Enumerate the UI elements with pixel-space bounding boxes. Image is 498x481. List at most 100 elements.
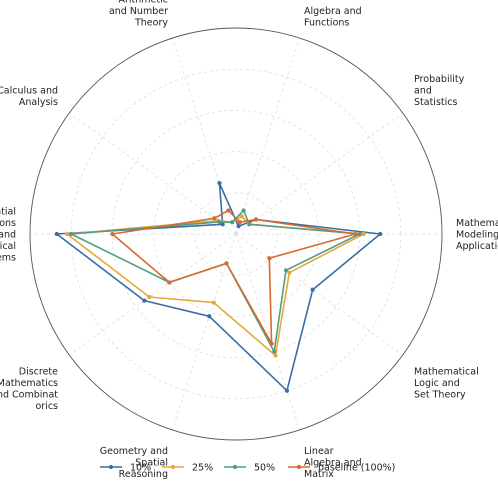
series-1: [64, 214, 366, 358]
category-label-line: Differential: [0, 206, 16, 217]
category-label-line: Arithmetic: [119, 0, 168, 5]
category-label-3: Probability and Statistics: [414, 74, 465, 108]
legend-label-2: 50%: [254, 463, 275, 474]
series-line-2: [70, 209, 361, 353]
category-label-line: and Number: [109, 6, 168, 17]
data-point-3-4: [353, 231, 358, 237]
category-label-line: Logic and: [414, 378, 460, 389]
category-label-4: MathematicalModeling andApplications: [456, 218, 498, 252]
legend-marker-2: [232, 464, 238, 470]
data-point-1-8: [147, 294, 152, 300]
series-0: [54, 180, 383, 393]
category-label-line: Mathematics: [0, 378, 58, 389]
grid-spoke-8: [69, 233, 237, 356]
data-point-0-9: [54, 231, 59, 237]
legend-item-2: 50%: [224, 463, 275, 474]
data-point-3-7: [224, 261, 229, 266]
outer-ring: [29, 27, 443, 441]
data-point-2-3: [247, 222, 252, 227]
data-point-1-4: [361, 231, 366, 237]
data-point-0-5: [310, 287, 315, 292]
category-label-line: Geometry and: [100, 446, 168, 457]
data-point-2-9: [69, 231, 74, 237]
category-label-line: Equations: [0, 218, 16, 229]
category-label-line: Set Theory: [414, 389, 466, 400]
data-point-2-5: [283, 268, 289, 273]
category-label-line: Reasoning: [119, 469, 168, 480]
category-label-2: Algebra and Functions: [304, 6, 362, 29]
grid-spoke-5: [235, 233, 403, 356]
legend-label-0: 10%: [130, 463, 151, 474]
legend-item-3: baseline (100%): [288, 463, 395, 474]
category-label-line: orics: [35, 401, 58, 412]
category-label-line: Probability: [414, 74, 465, 85]
data-point-0-0: [220, 222, 225, 227]
category-label-line: Functions: [304, 17, 349, 28]
data-point-2-4: [357, 231, 362, 237]
category-label-line: Applications: [456, 241, 498, 252]
series-2: [69, 208, 362, 354]
category-label-line: Algebra and: [304, 6, 362, 17]
data-point-2-2: [241, 208, 246, 213]
data-point-0-8: [142, 298, 147, 303]
grid-spoke-2: [235, 37, 301, 235]
legend-marker-1: [170, 464, 176, 470]
legend-item-1: 25%: [162, 463, 213, 474]
grid-ring-1: [194, 192, 278, 276]
data-point-2-6: [272, 349, 277, 354]
category-label-line: Mathematical: [456, 218, 498, 229]
series-3: [110, 208, 358, 346]
category-label-line: Mathematical: [414, 366, 479, 377]
legend-item-0: 10%: [100, 463, 151, 474]
data-point-1-7: [211, 300, 216, 305]
category-label-line: and: [0, 229, 16, 240]
category-label-line: Modeling and: [456, 229, 498, 240]
data-point-1-5: [287, 270, 292, 275]
category-label-line: Statistics: [414, 97, 457, 108]
category-label-9: DifferentialEquationsandDynamicalSystems: [0, 206, 16, 263]
data-point-1-6: [273, 353, 278, 358]
category-label-line: Dynamical: [0, 241, 16, 252]
data-point-3-8: [167, 280, 172, 285]
category-label-line: and Combinat: [0, 389, 58, 400]
category-label-7: Geometry and Spatial Reasoning: [100, 446, 168, 480]
data-point-3-9: [110, 231, 115, 237]
legend: 10% 25% 50% baseline (100%): [100, 463, 395, 474]
legend-marker-0: [108, 464, 114, 470]
grid-spoke-1: [171, 37, 237, 235]
category-label-line: Theory: [134, 17, 168, 28]
series-line-1: [66, 215, 365, 357]
category-label-line: Calculus and: [0, 86, 58, 97]
data-point-3-2: [237, 220, 242, 225]
category-label-line: Discrete: [19, 366, 58, 377]
category-label-5: Mathematical Logic and Set Theory: [414, 366, 479, 400]
category-label-line: Systems: [0, 252, 16, 263]
data-point-3-1: [226, 208, 231, 213]
data-point-0-2: [236, 224, 241, 229]
data-point-0-6: [284, 388, 290, 393]
data-point-1-2: [239, 214, 244, 219]
data-point-3-0: [212, 216, 217, 221]
category-label-line: Algebra and: [304, 458, 362, 469]
data-point-2-0: [217, 219, 222, 224]
radar-grid: [29, 27, 443, 441]
data-point-3-3: [253, 217, 259, 222]
category-label-line: Analysis: [19, 97, 58, 108]
grid-spoke-0: [69, 112, 237, 235]
grid-ring-2: [153, 151, 319, 317]
data-point-1-9: [64, 231, 70, 237]
data-point-2-1: [230, 220, 235, 225]
legend-label-3: baseline (100%): [318, 463, 395, 474]
legend-label-1: 25%: [192, 463, 213, 474]
grid-spoke-3: [235, 112, 403, 235]
category-label-line: Spatial: [135, 458, 168, 469]
grid-spoke-7: [171, 233, 237, 431]
legend-marker-3: [296, 464, 302, 470]
category-label-0: Calculus and Analysis: [0, 86, 58, 109]
grid-spoke-6: [235, 233, 301, 431]
category-label-line: Matrix: [304, 469, 334, 480]
